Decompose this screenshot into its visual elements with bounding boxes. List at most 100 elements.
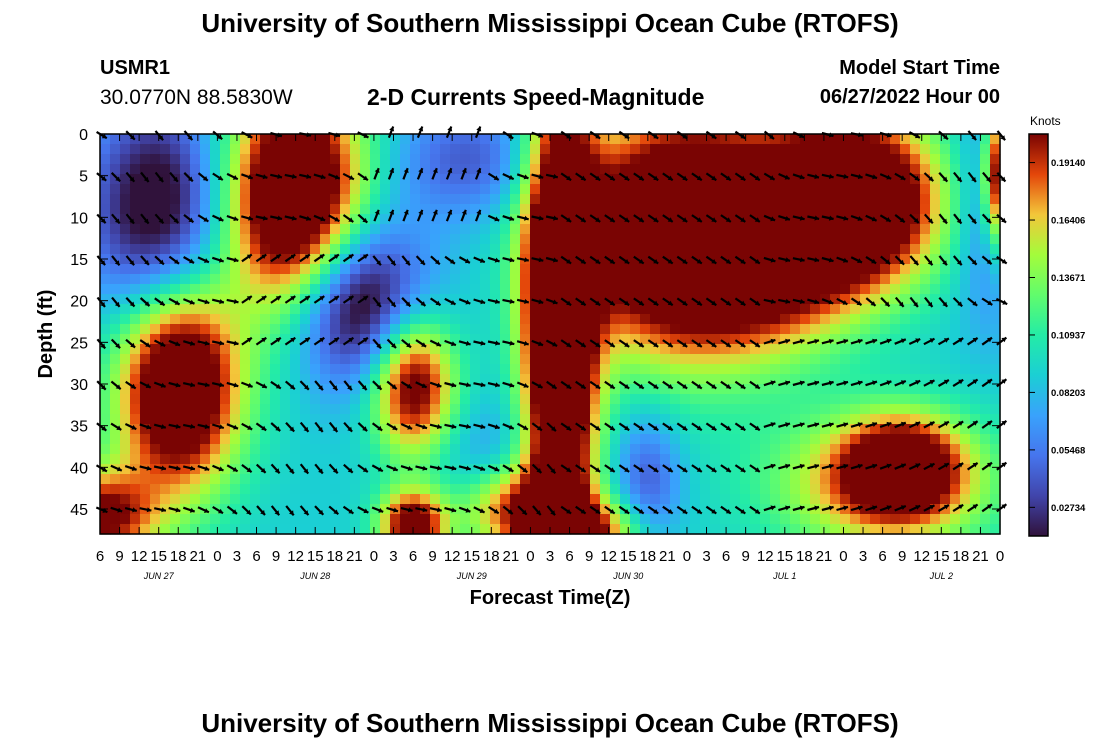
- heatmap-cell: [510, 174, 521, 185]
- heatmap-cell: [160, 334, 171, 345]
- heatmap-cell: [570, 384, 581, 395]
- current-arrow: [850, 297, 863, 307]
- heatmap-cell: [670, 364, 681, 375]
- heatmap-cell: [920, 404, 931, 415]
- heatmap-cell: [120, 184, 131, 195]
- current-arrow: [357, 380, 368, 391]
- heatmap-cell: [920, 374, 931, 385]
- current-arrow: [516, 340, 530, 346]
- heatmap-cell: [800, 204, 811, 215]
- heatmap-cell: [490, 154, 501, 165]
- heatmap-cell: [930, 524, 941, 535]
- heatmap-cell: [670, 404, 681, 415]
- heatmap-cell: [410, 384, 421, 395]
- heatmap-cell: [720, 494, 731, 505]
- heatmap-cell: [100, 284, 111, 295]
- heatmap-cell: [800, 384, 811, 395]
- heatmap-cell: [980, 184, 991, 195]
- heatmap-cell: [200, 444, 211, 455]
- heatmap-cell: [190, 394, 201, 405]
- heatmap-cell: [350, 404, 361, 415]
- heatmap-cell: [640, 524, 651, 535]
- heatmap-cell: [270, 444, 281, 455]
- heatmap-cell: [570, 464, 581, 475]
- heatmap-cell: [110, 444, 121, 455]
- current-arrow: [575, 505, 587, 515]
- current-arrow: [749, 172, 761, 182]
- current-arrow: [807, 422, 820, 428]
- heatmap-cell: [320, 514, 331, 525]
- heatmap-cell: [750, 154, 761, 165]
- heatmap-cell: [570, 164, 581, 175]
- heatmap-cell: [280, 294, 291, 305]
- current-arrow: [647, 255, 659, 265]
- current-arrow: [154, 297, 166, 307]
- heatmap-cell: [350, 504, 361, 515]
- heatmap-cell: [250, 284, 261, 295]
- heatmap-cell: [290, 374, 301, 385]
- heatmap-cell: [420, 344, 431, 355]
- heatmap-cell: [200, 224, 211, 235]
- current-arrow: [575, 339, 587, 348]
- current-arrow: [212, 464, 224, 472]
- heatmap-cell: [350, 264, 361, 275]
- heatmap-cell: [930, 154, 941, 165]
- heatmap-cell: [150, 474, 161, 485]
- heatmap-cell: [700, 184, 711, 195]
- heatmap-cell: [210, 184, 221, 195]
- heatmap-cell: [580, 354, 591, 365]
- heatmap-cell: [630, 394, 641, 405]
- heatmap-cell: [940, 214, 951, 225]
- heatmap-cell: [480, 484, 491, 495]
- heatmap-cell: [980, 444, 991, 455]
- heatmap-cell: [490, 364, 501, 375]
- heatmap-cell: [750, 184, 761, 195]
- heatmap-cell: [130, 184, 141, 195]
- heatmap-cell: [180, 344, 191, 355]
- heatmap-cell: [250, 324, 261, 335]
- heatmap-cell: [970, 234, 981, 245]
- heatmap-cell: [580, 444, 591, 455]
- heatmap-cell: [790, 224, 801, 235]
- heatmap-cell: [670, 444, 681, 455]
- heatmap-cell: [870, 164, 881, 175]
- heatmap-cell: [160, 454, 171, 465]
- heatmap-cell: [670, 504, 681, 515]
- current-arrow: [299, 253, 311, 263]
- heatmap-cell: [320, 204, 331, 215]
- heatmap-cell: [600, 224, 611, 235]
- heatmap-cell: [550, 524, 561, 535]
- heatmap-cell: [130, 274, 141, 285]
- current-arrow: [879, 505, 892, 512]
- heatmap-cell: [970, 194, 981, 205]
- current-arrow: [197, 506, 210, 514]
- heatmap-cell: [160, 194, 171, 205]
- heatmap-cell: [140, 414, 151, 425]
- heatmap-cell: [490, 434, 501, 445]
- current-arrow: [923, 172, 935, 182]
- heatmap-cell: [120, 514, 131, 525]
- heatmap-cell: [300, 474, 311, 485]
- heatmap-cell: [120, 384, 131, 395]
- heatmap-cell: [670, 244, 681, 255]
- heatmap-cell: [630, 314, 641, 325]
- heatmap-cell: [680, 514, 691, 525]
- heatmap-cell: [840, 134, 851, 145]
- heatmap-cell: [660, 354, 671, 365]
- heatmap-cell: [170, 414, 181, 425]
- heatmap-cell: [860, 284, 871, 295]
- heatmap-cell: [620, 204, 631, 215]
- current-arrow: [400, 380, 413, 390]
- heatmap-cell: [300, 354, 311, 365]
- heatmap-cell: [900, 194, 911, 205]
- heatmap-cell: [960, 414, 971, 425]
- heatmap-cell: [340, 184, 351, 195]
- current-arrow: [734, 297, 746, 307]
- heatmap-cell: [520, 314, 531, 325]
- x-tick-label: 12: [131, 548, 148, 565]
- heatmap-cell: [500, 404, 511, 415]
- heatmap-cell: [110, 204, 121, 215]
- current-arrow: [182, 465, 196, 471]
- heatmap-cell: [560, 364, 571, 375]
- heatmap-cell: [320, 294, 331, 305]
